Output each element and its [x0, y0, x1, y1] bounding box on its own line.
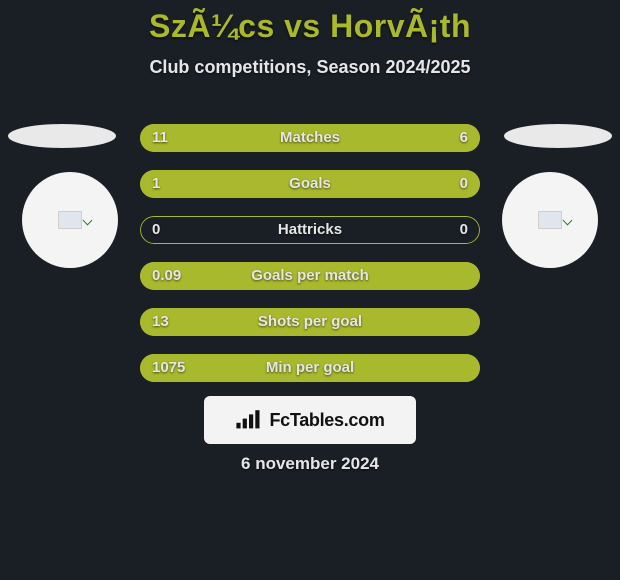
- stat-label: Goals: [140, 170, 480, 198]
- logo-domain: .com: [344, 410, 385, 430]
- stat-label: Hattricks: [140, 216, 480, 244]
- stat-label: Matches: [140, 124, 480, 152]
- stat-row: 116Matches: [140, 124, 480, 152]
- page-title: SzÃ¼cs vs HorvÃ¡th: [0, 0, 620, 45]
- stat-rows: 116Matches 10Goals 00Hattricks 0.09Goals pe…: [140, 124, 480, 400]
- stat-row: 0.09Goals per match: [140, 262, 480, 290]
- bars-icon: [235, 410, 263, 430]
- stat-label: Goals per match: [140, 262, 480, 290]
- flag-icon: [539, 212, 561, 228]
- stat-row: 13Shots per goal: [140, 308, 480, 336]
- subtitle: Club competitions, Season 2024/2025: [0, 57, 620, 78]
- player-right-shadow: [504, 124, 612, 148]
- player-right-avatar: [502, 172, 598, 268]
- flag-icon: [59, 212, 81, 228]
- stat-row: 1075Min per goal: [140, 354, 480, 382]
- player-left-shadow: [8, 124, 116, 148]
- logo-box: FcTables.com: [204, 396, 416, 444]
- stat-label: Min per goal: [140, 354, 480, 382]
- logo-main: FcTables: [269, 410, 343, 430]
- stat-row: 00Hattricks: [140, 216, 480, 244]
- logo-text: FcTables.com: [269, 410, 384, 431]
- stat-label: Shots per goal: [140, 308, 480, 336]
- infographic: SzÃ¼cs vs HorvÃ¡th Club competitions, Se…: [0, 0, 620, 580]
- date-label: 6 november 2024: [0, 454, 620, 474]
- stat-row: 10Goals: [140, 170, 480, 198]
- player-left-avatar: [22, 172, 118, 268]
